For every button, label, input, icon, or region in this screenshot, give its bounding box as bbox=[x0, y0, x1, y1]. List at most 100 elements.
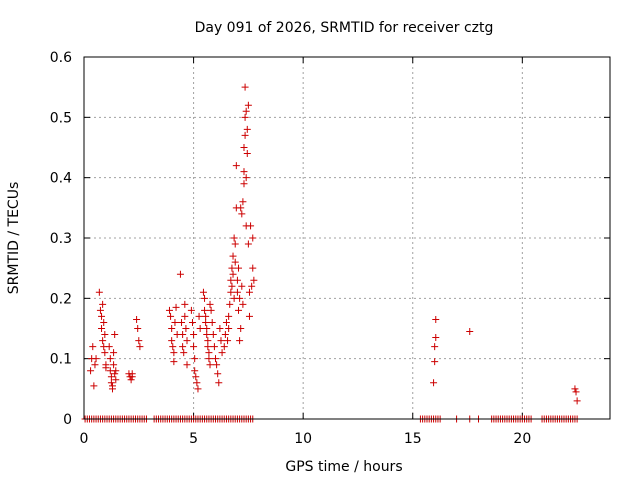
x-tick-label: 0 bbox=[80, 431, 89, 447]
data-point bbox=[237, 325, 245, 332]
data-point bbox=[236, 337, 244, 345]
data-point bbox=[230, 234, 238, 242]
data-point bbox=[212, 355, 219, 363]
data-point bbox=[231, 240, 239, 248]
data-point bbox=[165, 306, 173, 314]
data-point bbox=[203, 331, 211, 339]
x-tick-label: 15 bbox=[404, 431, 422, 447]
data-point bbox=[210, 343, 218, 351]
y-tick-label: 0.5 bbox=[50, 110, 72, 126]
data-point bbox=[240, 180, 248, 188]
data-point bbox=[202, 318, 210, 326]
data-point bbox=[181, 300, 189, 308]
data-point bbox=[206, 361, 214, 369]
data-point bbox=[183, 337, 191, 345]
data-point bbox=[176, 270, 184, 278]
data-point bbox=[199, 288, 207, 296]
data-point bbox=[168, 325, 176, 332]
data-point bbox=[232, 162, 240, 170]
data-point bbox=[225, 325, 233, 332]
data-point bbox=[243, 125, 251, 133]
data-point bbox=[206, 300, 214, 308]
data-point bbox=[91, 361, 99, 369]
y-tick-label: 0.3 bbox=[50, 231, 72, 247]
data-point bbox=[226, 300, 234, 308]
data-point bbox=[237, 204, 245, 212]
data-point bbox=[179, 343, 187, 351]
data-point bbox=[201, 306, 209, 314]
data-point bbox=[195, 312, 203, 320]
data-point bbox=[242, 174, 250, 182]
data-point bbox=[136, 343, 144, 351]
data-point bbox=[249, 264, 257, 272]
x-tick-label: 5 bbox=[189, 431, 198, 447]
data-point bbox=[201, 294, 209, 302]
data-point bbox=[190, 343, 198, 351]
data-point bbox=[190, 331, 198, 339]
y-tick-label: 0.1 bbox=[50, 352, 72, 368]
data-point bbox=[216, 325, 224, 332]
data-point bbox=[98, 312, 106, 320]
data-point bbox=[241, 83, 249, 91]
data-point bbox=[238, 210, 246, 218]
data-point bbox=[95, 288, 103, 296]
data-point bbox=[431, 358, 439, 366]
data-point bbox=[135, 337, 143, 345]
data-point bbox=[111, 331, 119, 339]
data-point bbox=[220, 343, 228, 351]
data-point bbox=[102, 364, 110, 372]
data-point bbox=[228, 264, 236, 272]
data-point bbox=[193, 379, 201, 387]
data-point bbox=[431, 343, 439, 351]
data-point bbox=[224, 337, 232, 345]
chart-title: Day 091 of 2026, SRMTID for receiver czt… bbox=[195, 20, 494, 36]
data-point bbox=[229, 270, 237, 278]
data-points bbox=[81, 83, 581, 423]
data-point bbox=[221, 331, 229, 339]
data-point bbox=[244, 240, 252, 248]
data-point bbox=[572, 388, 580, 396]
data-point bbox=[106, 355, 114, 363]
data-point bbox=[133, 315, 141, 323]
data-point bbox=[192, 373, 200, 381]
data-point bbox=[213, 361, 221, 369]
data-point bbox=[466, 328, 474, 336]
data-point bbox=[209, 331, 217, 339]
data-point bbox=[242, 107, 250, 115]
data-point bbox=[245, 288, 253, 296]
data-point bbox=[92, 355, 100, 363]
data-point bbox=[112, 367, 120, 375]
data-point bbox=[167, 312, 175, 320]
data-point bbox=[571, 385, 579, 393]
data-point bbox=[248, 282, 256, 290]
data-point bbox=[250, 276, 258, 284]
data-point bbox=[205, 349, 213, 357]
data-point bbox=[217, 337, 225, 345]
data-point bbox=[107, 379, 115, 387]
data-point bbox=[105, 343, 113, 351]
data-point bbox=[96, 306, 104, 314]
y-axis-label: SRMTID / TECUs bbox=[6, 182, 22, 295]
data-point bbox=[241, 113, 249, 121]
data-point bbox=[236, 294, 244, 302]
data-point bbox=[233, 276, 241, 284]
data-point bbox=[227, 276, 235, 284]
data-point bbox=[228, 282, 236, 290]
data-point bbox=[239, 198, 247, 206]
data-point bbox=[89, 343, 97, 351]
y-tick-labels: 0 0.1 0.2 0.3 0.4 0.5 0.6 bbox=[50, 50, 72, 428]
data-point bbox=[107, 373, 115, 381]
x-tick-label: 20 bbox=[513, 431, 531, 447]
data-point bbox=[227, 288, 235, 296]
data-point bbox=[100, 318, 108, 326]
data-point bbox=[188, 318, 196, 326]
data-point bbox=[182, 325, 190, 332]
data-point bbox=[99, 300, 107, 308]
data-point bbox=[110, 361, 118, 369]
data-point bbox=[170, 349, 178, 357]
y-tick-label: 0.2 bbox=[50, 291, 72, 307]
data-point bbox=[432, 315, 440, 323]
data-point bbox=[245, 312, 253, 320]
data-point bbox=[240, 144, 248, 151]
data-point bbox=[208, 318, 216, 326]
